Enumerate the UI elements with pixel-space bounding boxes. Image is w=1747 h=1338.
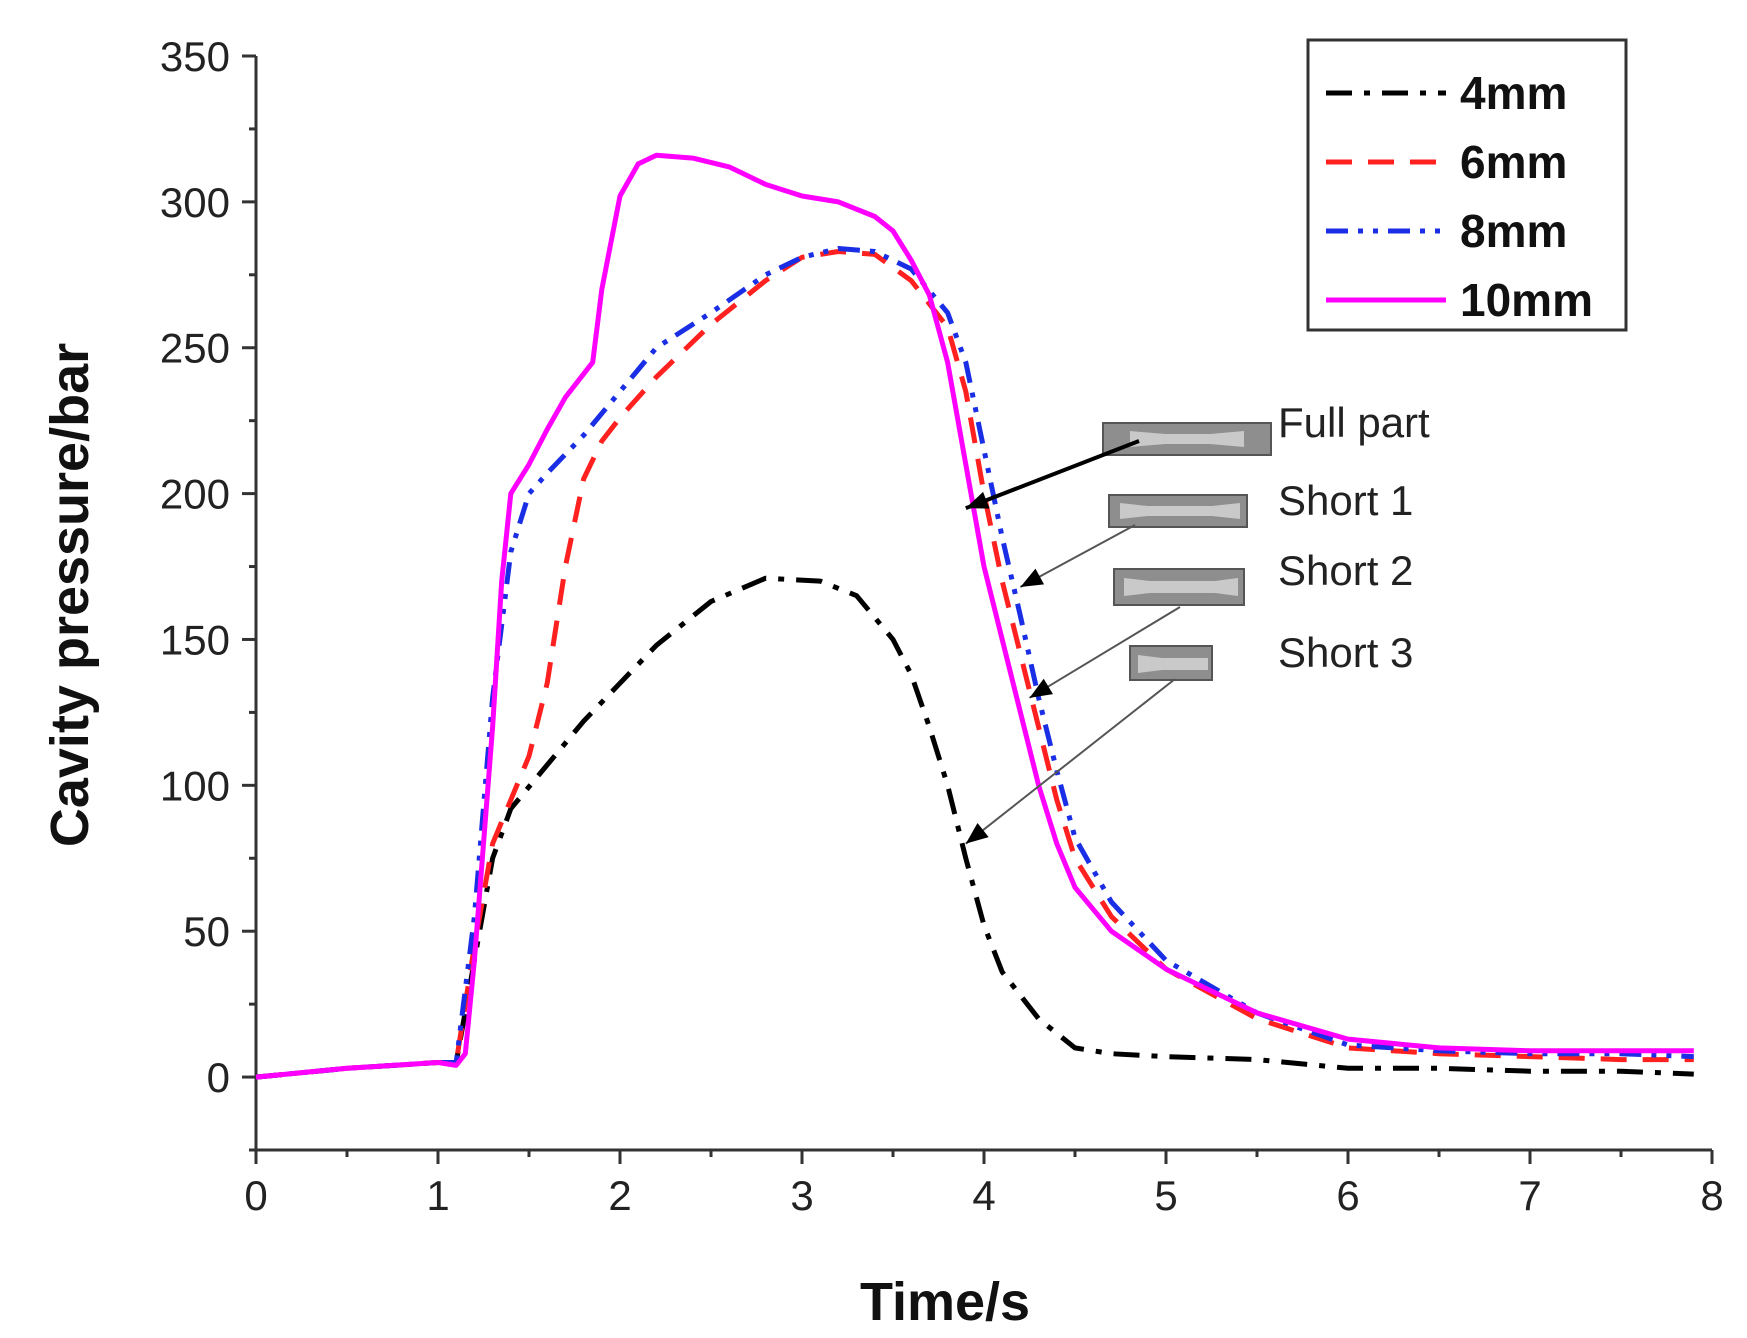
y-tick-label: 0 xyxy=(207,1054,230,1101)
x-tick-label: 0 xyxy=(244,1172,267,1219)
x-ticks: 0 1 2 3 4 5 6 7 8 xyxy=(244,1150,1724,1219)
x-axis-title: Time/s xyxy=(860,1272,1030,1332)
x-tick-label: 3 xyxy=(790,1172,813,1219)
annotation-arrowhead xyxy=(1020,568,1045,587)
y-tick-label: 200 xyxy=(160,471,230,518)
legend-label-6mm: 6mm xyxy=(1460,136,1567,188)
x-tick-label: 7 xyxy=(1518,1172,1541,1219)
annotation-label: Short 2 xyxy=(1278,547,1413,594)
legend-label-4mm: 4mm xyxy=(1460,67,1567,119)
y-tick-label: 100 xyxy=(160,762,230,809)
annotation-arrowhead xyxy=(965,491,990,509)
annotations: Full part Short 1 Short 2 Short 3 xyxy=(965,399,1430,845)
legend-label-8mm: 8mm xyxy=(1460,205,1567,257)
series-line-4mm xyxy=(255,575,1694,1080)
y-tick-label: 350 xyxy=(160,33,230,80)
y-tick-label: 150 xyxy=(160,616,230,663)
annotation-label: Full part xyxy=(1278,399,1430,446)
x-tick-label: 4 xyxy=(972,1172,995,1219)
x-tick-label: 5 xyxy=(1154,1172,1177,1219)
x-tick-label: 2 xyxy=(608,1172,631,1219)
annotation-arrowhead xyxy=(1029,678,1053,698)
x-tick-label: 6 xyxy=(1336,1172,1359,1219)
full-part-specimen-image xyxy=(1102,422,1272,456)
y-tick-label: 300 xyxy=(160,179,230,226)
series-layer xyxy=(255,152,1694,1080)
x-tick-label: 1 xyxy=(426,1172,449,1219)
legend-box xyxy=(1306,38,1628,332)
annotation-arrowhead xyxy=(965,823,989,844)
short-2-specimen-image xyxy=(1113,568,1245,606)
y-ticks: 0 50 100 150 200 250 300 350 xyxy=(160,33,256,1152)
y-tick-label: 250 xyxy=(160,325,230,372)
annotation-label: Short 1 xyxy=(1278,477,1413,524)
series-line-6mm xyxy=(255,249,1694,1080)
x-tick-label: 8 xyxy=(1700,1172,1723,1219)
short-1-specimen-image xyxy=(1108,494,1248,528)
y-axis-title: Cavity pressure/bar xyxy=(40,343,100,847)
legend-label-10mm: 10mm xyxy=(1460,274,1593,326)
annotation-label: Short 3 xyxy=(1278,629,1413,676)
series-line-8mm xyxy=(255,246,1694,1080)
annotation-arrow xyxy=(1028,606,1181,699)
series-line-10mm xyxy=(255,152,1694,1080)
annotation-arrow xyxy=(965,678,1176,845)
legend: 4mm 6mm 8mm 10mm xyxy=(1306,38,1628,332)
short-3-specimen-image xyxy=(1129,645,1213,681)
y-tick-label: 50 xyxy=(183,908,230,955)
annotation-arrow xyxy=(965,439,1140,511)
